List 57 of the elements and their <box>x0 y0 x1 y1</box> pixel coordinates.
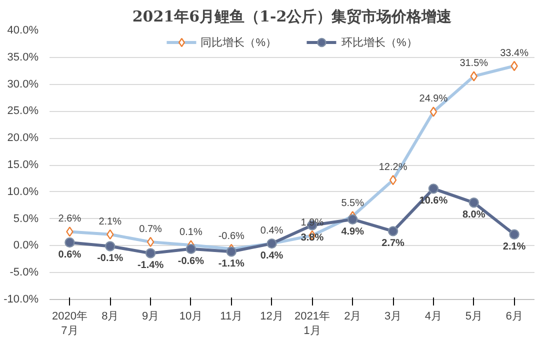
data-label: -1.4% <box>137 260 164 272</box>
x-tick-label: 2月 <box>344 310 362 322</box>
x-tick-label: 10月 <box>179 310 203 322</box>
point <box>468 198 479 208</box>
y-tick-label: 25.0% <box>7 105 39 118</box>
point <box>509 229 520 240</box>
x-tick-label: 2020年 7月 <box>52 310 88 337</box>
data-label: -0.6% <box>178 256 204 267</box>
data-label: 0.6% <box>58 249 82 260</box>
x-tick-label: 6月 <box>506 310 523 322</box>
chart-title: 2021年6月鲤鱼（1-2公斤）集贸市场价格增速 <box>132 8 453 26</box>
point <box>226 246 236 257</box>
data-label: 0.7% <box>139 224 162 235</box>
data-label: 2.6% <box>58 214 82 225</box>
data-label: 12.2% <box>378 162 408 174</box>
y-tick-label: 20.0% <box>7 132 39 144</box>
data-label: 2.1% <box>502 241 526 252</box>
x-tick-label: 3月 <box>384 310 402 322</box>
point <box>145 248 156 258</box>
data-label: 8.0% <box>462 210 486 221</box>
x-tick-label: 9月 <box>142 310 160 322</box>
legend-label: 同比增长（%） <box>200 36 276 50</box>
data-label: 2.7% <box>382 238 405 250</box>
point <box>64 237 75 248</box>
point <box>105 241 116 252</box>
data-label: 31.5% <box>460 58 488 70</box>
point <box>428 184 439 194</box>
data-label: -1.1% <box>218 258 245 270</box>
x-tick-label: 4月 <box>424 310 442 322</box>
y-tick-label: 30.0% <box>7 78 39 90</box>
y-tick-label: 15.0% <box>7 159 39 171</box>
y-tick-label: -10.0% <box>4 294 39 306</box>
data-label: -0.1% <box>97 253 124 264</box>
point <box>388 226 398 236</box>
data-label: 5.5% <box>341 198 364 210</box>
y-tick-label: 40.0% <box>7 24 39 36</box>
y-tick-label: 35.0% <box>7 51 39 64</box>
x-tick-label: 2021年 1月 <box>294 310 330 337</box>
y-tick-label: 10.0% <box>7 186 39 198</box>
data-label: 0.4% <box>260 250 284 262</box>
x-tick-label: 8月 <box>102 310 119 322</box>
data-label: 4.9% <box>341 226 364 238</box>
x-tick-label: 11月 <box>220 310 243 322</box>
y-tick-label: 5.0% <box>13 212 39 225</box>
y-tick-label: -5.0% <box>10 266 39 279</box>
y-tick-label: 0.0% <box>13 240 39 252</box>
x-tick-label: 5月 <box>465 310 482 322</box>
x-tick-label: 12月 <box>260 310 284 322</box>
data-label: 2.1% <box>98 216 122 228</box>
data-label: 0.4% <box>260 226 284 237</box>
point <box>186 244 196 254</box>
data-label: 24.9% <box>419 94 448 105</box>
data-label: -0.6% <box>218 230 245 242</box>
data-label: 0.1% <box>180 227 202 238</box>
legend-label: 环比增长（%） <box>342 36 418 50</box>
point <box>348 214 358 224</box>
data-label: 33.4% <box>500 48 529 60</box>
